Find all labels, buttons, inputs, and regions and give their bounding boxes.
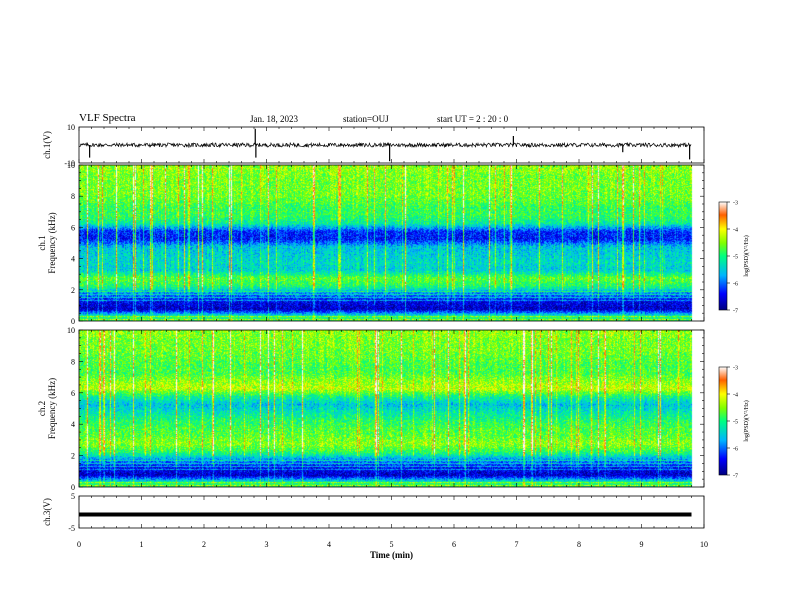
ch2_spectrogram-colorbar-tick: -7 — [733, 474, 738, 480]
ch3-waveform-ytick-label: -5 — [68, 524, 75, 533]
ch3-waveform-ylabel: ch.3(V) — [42, 498, 52, 526]
x-tick-label: 9 — [640, 540, 644, 549]
ch2_spectrogram-colorbar-tick: -5 — [733, 420, 738, 426]
ch1_spectrogram-colorbar-label: log(PSD)(V²/Hz) — [743, 235, 750, 276]
ch2_spectrogram-colorbar-tick: -3 — [733, 366, 738, 372]
ch2_spectrogram-ytick-label: 2 — [71, 452, 75, 461]
ch1_spectrogram-ylabel: ch.1 — [37, 235, 47, 250]
x-tick-label: 10 — [700, 540, 708, 549]
ch2_spectrogram-colorbar-label: log(PSD)(V²/Hz) — [743, 400, 750, 441]
x-tick-label: 8 — [577, 540, 581, 549]
x-tick-label: 3 — [265, 540, 269, 549]
ch1_spectrogram-ytick-label: 0 — [71, 317, 75, 326]
ch1_spectrogram-colorbar-tick: -4 — [733, 228, 738, 234]
ch1_spectrogram-colorbar-tick: -5 — [733, 255, 738, 261]
ch1_spectrogram-ytick-label: 10 — [67, 161, 75, 170]
ch1-waveform-ylabel: ch.1(V) — [42, 131, 52, 159]
ch1_spectrogram-colorbar-tick: -6 — [733, 282, 738, 288]
start-time-label: start UT = 2 : 20 : 0 — [437, 114, 509, 124]
x-tick-label: 1 — [140, 540, 144, 549]
ch2_spectrogram-colorbar-tick: -6 — [733, 447, 738, 453]
x-tick-label: 6 — [452, 540, 456, 549]
ch2_spectrogram-ytick-label: 0 — [71, 483, 75, 492]
ch2_spectrogram-image — [79, 330, 704, 487]
ch2_spectrogram-ytick-label: 6 — [71, 389, 75, 398]
plot-title: VLF Spectra — [79, 112, 136, 124]
station-label: station=OUJ — [343, 114, 389, 124]
ch3-waveform-frame — [78, 495, 705, 529]
ch2_spectrogram-ytick-label: 8 — [71, 357, 75, 366]
ch1-waveform-ytick-label: -10 — [64, 159, 75, 168]
ch1_spectrogram-image — [79, 165, 704, 321]
ch1_spectrogram-colorbar — [718, 201, 728, 311]
ch1_spectrogram-colorbar-tick: -3 — [733, 201, 738, 207]
date-label: Jan. 18, 2023 — [250, 114, 298, 124]
ch2_spectrogram-colorbar — [718, 366, 728, 476]
ch2_spectrogram-ylabel: Frequency (kHz) — [47, 378, 57, 439]
ch1-waveform-trace — [78, 141, 692, 149]
x-tick-label: 5 — [390, 540, 394, 549]
ch1_spectrogram-ytick-label: 8 — [71, 192, 75, 201]
ch2_spectrogram-colorbar-tick: -4 — [733, 393, 738, 399]
ch1_spectrogram-ytick-label: 2 — [71, 286, 75, 295]
ch1_spectrogram-colorbar-tick: -7 — [733, 309, 738, 315]
x-tick-label: 2 — [202, 540, 206, 549]
x-tick-label: 7 — [515, 540, 519, 549]
ch2_spectrogram-ytick-label: 10 — [67, 326, 75, 335]
ch1-waveform-ytick-label: 10 — [67, 123, 75, 132]
ch1_spectrogram-ytick-label: 6 — [71, 223, 75, 232]
ch2_spectrogram-ytick-label: 4 — [71, 420, 75, 429]
x-tick-label: 0 — [77, 540, 81, 549]
x-axis-label: Time (min) — [370, 550, 413, 560]
ch2_spectrogram-ylabel: ch.2 — [37, 401, 47, 416]
ch1_spectrogram-ylabel: Frequency (kHz) — [47, 212, 57, 273]
ch3-waveform-ytick-label: 5 — [71, 492, 75, 501]
ch1_spectrogram-ytick-label: 4 — [71, 255, 75, 264]
x-tick-label: 4 — [327, 540, 331, 549]
